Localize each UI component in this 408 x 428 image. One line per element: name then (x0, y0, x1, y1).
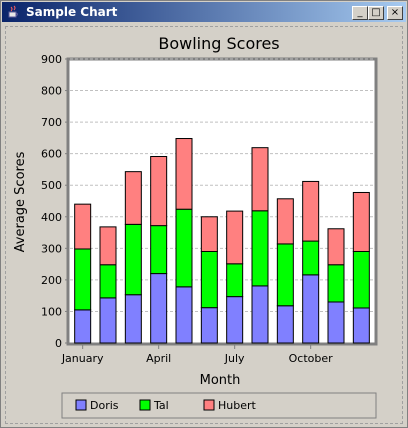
x-axis-label: Month (200, 373, 241, 388)
bar-doris-2 (124, 294, 142, 344)
legend: Doris Tal Hubert (61, 392, 377, 419)
y-tick-label: 100 (41, 305, 62, 318)
y-tick-label: 300 (41, 242, 62, 255)
x-tick-label: July (224, 352, 245, 365)
legend-label-doris: Doris (90, 399, 119, 412)
bar-hubert-1 (99, 226, 117, 266)
bowling-chart: Bowling Scores 0 100 200 300 400 500 600 700 800… (13, 34, 378, 419)
window-title: Sample Chart (26, 5, 118, 19)
x-tick-label: October (289, 352, 333, 365)
y-tick-label: 900 (41, 53, 62, 66)
bar-tal-9 (302, 240, 320, 276)
legend-swatch-tal (139, 399, 151, 411)
legend-swatch-doris (75, 399, 87, 411)
bar-doris-5 (200, 307, 218, 344)
bar-tal-6 (226, 263, 244, 298)
bar-hubert-2 (124, 171, 142, 225)
y-tick-label: 700 (41, 116, 62, 129)
bar-doris-4 (175, 286, 193, 344)
chart-title: Bowling Scores (158, 34, 279, 53)
bar-doris-8 (276, 305, 294, 344)
bar-doris-6 (226, 296, 244, 344)
plot-area (66, 57, 378, 346)
bar-hubert-4 (175, 138, 193, 210)
bar-hubert-11 (352, 191, 370, 252)
bar-doris-9 (302, 274, 320, 344)
minimize-icon: _ (357, 7, 363, 18)
y-axis-label: Average Scores (13, 151, 28, 252)
title-bar[interactable]: Sample Chart _ □ × (2, 2, 406, 22)
bar-tal-7 (251, 210, 269, 287)
maximize-button[interactable]: □ (368, 6, 384, 20)
y-tick-label: 0 (55, 337, 62, 350)
bar-doris-10 (327, 301, 345, 344)
bar-tal-4 (175, 208, 193, 288)
y-tick-label: 800 (41, 85, 62, 98)
legend-swatch-hubert (203, 399, 215, 411)
bar-series (74, 138, 370, 344)
legend-label-hubert: Hubert (218, 399, 257, 412)
x-tick-label: April (146, 352, 171, 365)
bar-tal-1 (99, 264, 117, 299)
y-tick-label: 600 (41, 148, 62, 161)
bar-tal-11 (352, 250, 370, 309)
legend-label-tal: Tal (153, 399, 169, 412)
close-icon: × (390, 7, 400, 18)
bar-doris-11 (352, 307, 370, 344)
bar-tal-5 (200, 250, 218, 309)
close-button[interactable]: × (387, 6, 403, 20)
bar-tal-8 (276, 243, 294, 307)
chart-panel: Bowling Scores 0 100 200 300 400 500 600 700 800… (5, 26, 403, 424)
bar-tal-2 (124, 223, 142, 296)
bar-hubert-7 (251, 147, 269, 212)
bar-hubert-0 (74, 203, 92, 250)
bar-tal-3 (150, 225, 168, 275)
bar-hubert-10 (327, 228, 345, 266)
y-tick-label: 400 (41, 211, 62, 224)
bar-doris-0 (74, 309, 92, 344)
y-tick-label: 500 (41, 179, 62, 192)
bar-hubert-6 (226, 210, 244, 265)
bar-hubert-5 (200, 216, 218, 252)
x-axis: January April July October (61, 345, 333, 365)
bar-doris-1 (99, 297, 117, 344)
y-tick-label: 200 (41, 274, 62, 287)
bar-hubert-3 (150, 156, 168, 227)
x-tick-label: January (61, 352, 104, 365)
bar-hubert-8 (276, 198, 294, 245)
java-cup-icon (8, 5, 18, 18)
bar-doris-3 (150, 273, 168, 344)
bar-tal-0 (74, 248, 92, 311)
minimize-button[interactable]: _ (352, 6, 368, 20)
maximize-icon: □ (371, 7, 381, 18)
bar-doris-7 (251, 285, 269, 344)
bar-tal-10 (327, 264, 345, 303)
bar-hubert-9 (302, 180, 320, 242)
y-axis: 0 100 200 300 400 500 600 700 800 900 (41, 53, 68, 350)
grid-lines (70, 58, 374, 312)
